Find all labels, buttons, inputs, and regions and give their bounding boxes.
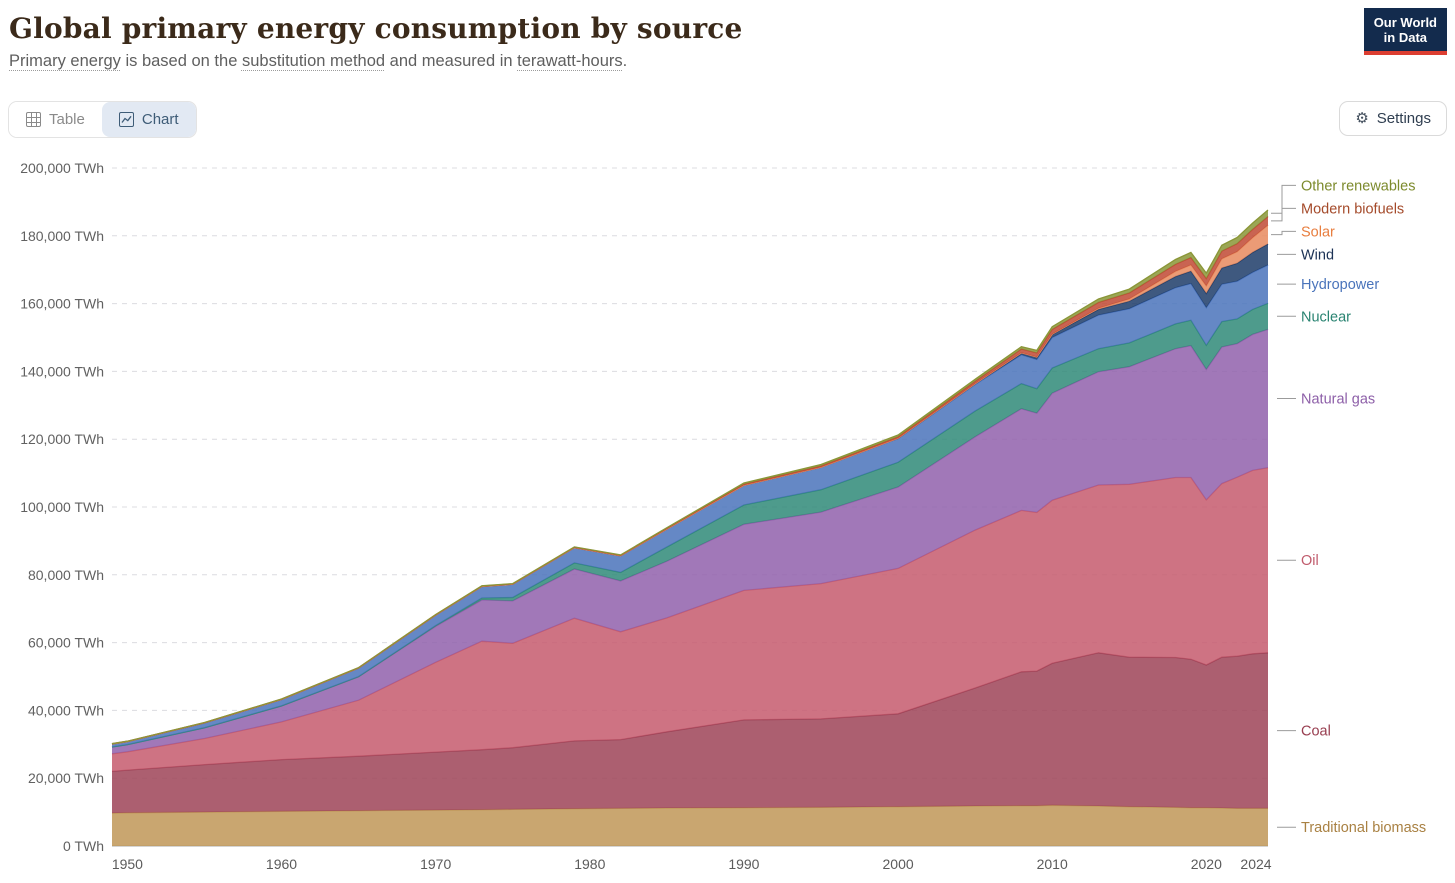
y-tick-label: 40,000 TWh (28, 702, 104, 718)
legend-label-natural-gas[interactable]: Natural gas (1301, 392, 1375, 408)
y-tick-label: 160,000 TWh (20, 296, 104, 312)
legend-label-traditional-biomass[interactable]: Traditional biomass (1301, 820, 1426, 836)
y-tick-label: 140,000 TWh (20, 363, 104, 379)
gear-icon: ⚙ (1355, 110, 1369, 127)
tab-chart[interactable]: Chart (101, 102, 196, 137)
x-tick-label: 1980 (574, 856, 605, 872)
area-traditional-biomass[interactable] (112, 805, 1268, 846)
legend-label-other-renewables[interactable]: Other renewables (1301, 178, 1415, 194)
y-tick-label: 0 TWh (63, 838, 104, 854)
x-tick-label: 2010 (1037, 856, 1068, 872)
legend-label-nuclear[interactable]: Nuclear (1301, 309, 1351, 325)
y-tick-label: 200,000 TWh (20, 160, 104, 176)
owid-logo-text: Our World in Data (1374, 15, 1437, 45)
legend-connector-other-renewables (1271, 184, 1296, 214)
x-tick-label: 2024 (1240, 856, 1271, 872)
chart-title: Global primary energy consumption by sou… (9, 12, 743, 45)
subtitle-text: and measured in (385, 52, 518, 70)
logo-line2: in Data (1383, 30, 1428, 45)
logo-line1: Our World (1373, 15, 1437, 30)
subtitle-text: is based on the (120, 52, 242, 70)
legend-label-modern-biofuels[interactable]: Modern biofuels (1301, 201, 1404, 217)
legend-label-coal[interactable]: Coal (1301, 724, 1331, 740)
legend-connector-solar (1271, 230, 1296, 236)
legend-label-wind[interactable]: Wind (1301, 247, 1334, 263)
legend-label-solar[interactable]: Solar (1301, 224, 1335, 240)
chart-subtitle: Primary energy is based on the substitut… (9, 52, 743, 72)
x-tick-label: 1990 (728, 856, 759, 872)
logo-red-bar (1363, 51, 1447, 55)
x-tick-label: 1950 (112, 856, 143, 872)
y-tick-label: 60,000 TWh (28, 635, 104, 651)
settings-label: Settings (1376, 110, 1431, 127)
y-tick-label: 180,000 TWh (20, 228, 104, 244)
table-icon (26, 112, 41, 127)
chart-header: Global primary energy consumption by sou… (9, 12, 743, 72)
y-tick-label: 100,000 TWh (20, 499, 104, 515)
view-tabs: Table Chart (8, 101, 197, 138)
y-tick-label: 120,000 TWh (20, 431, 104, 447)
tab-table[interactable]: Table (9, 102, 102, 137)
settings-button[interactable]: ⚙ Settings (1339, 101, 1447, 136)
x-tick-label: 2000 (883, 856, 914, 872)
tab-chart-label: Chart (141, 111, 179, 128)
x-tick-label: 1960 (266, 856, 297, 872)
x-tick-label: 1970 (420, 856, 451, 872)
line-chart-icon (118, 112, 134, 127)
subtitle-term[interactable]: terawatt-hours (517, 52, 623, 70)
subtitle-text: . (622, 52, 628, 70)
tab-table-label: Table (49, 111, 85, 128)
subtitle-term[interactable]: substitution method (241, 52, 386, 70)
y-tick-label: 20,000 TWh (28, 770, 104, 786)
subtitle-term[interactable]: Primary energy (9, 52, 121, 70)
y-tick-label: 80,000 TWh (28, 567, 104, 583)
legend-label-hydropower[interactable]: Hydropower (1301, 277, 1379, 293)
legend-connector-modern-biofuels (1271, 207, 1296, 222)
owid-logo[interactable]: Our World in Data (1363, 8, 1447, 55)
x-tick-label: 2020 (1191, 856, 1222, 872)
legend-label-oil[interactable]: Oil (1301, 553, 1319, 569)
